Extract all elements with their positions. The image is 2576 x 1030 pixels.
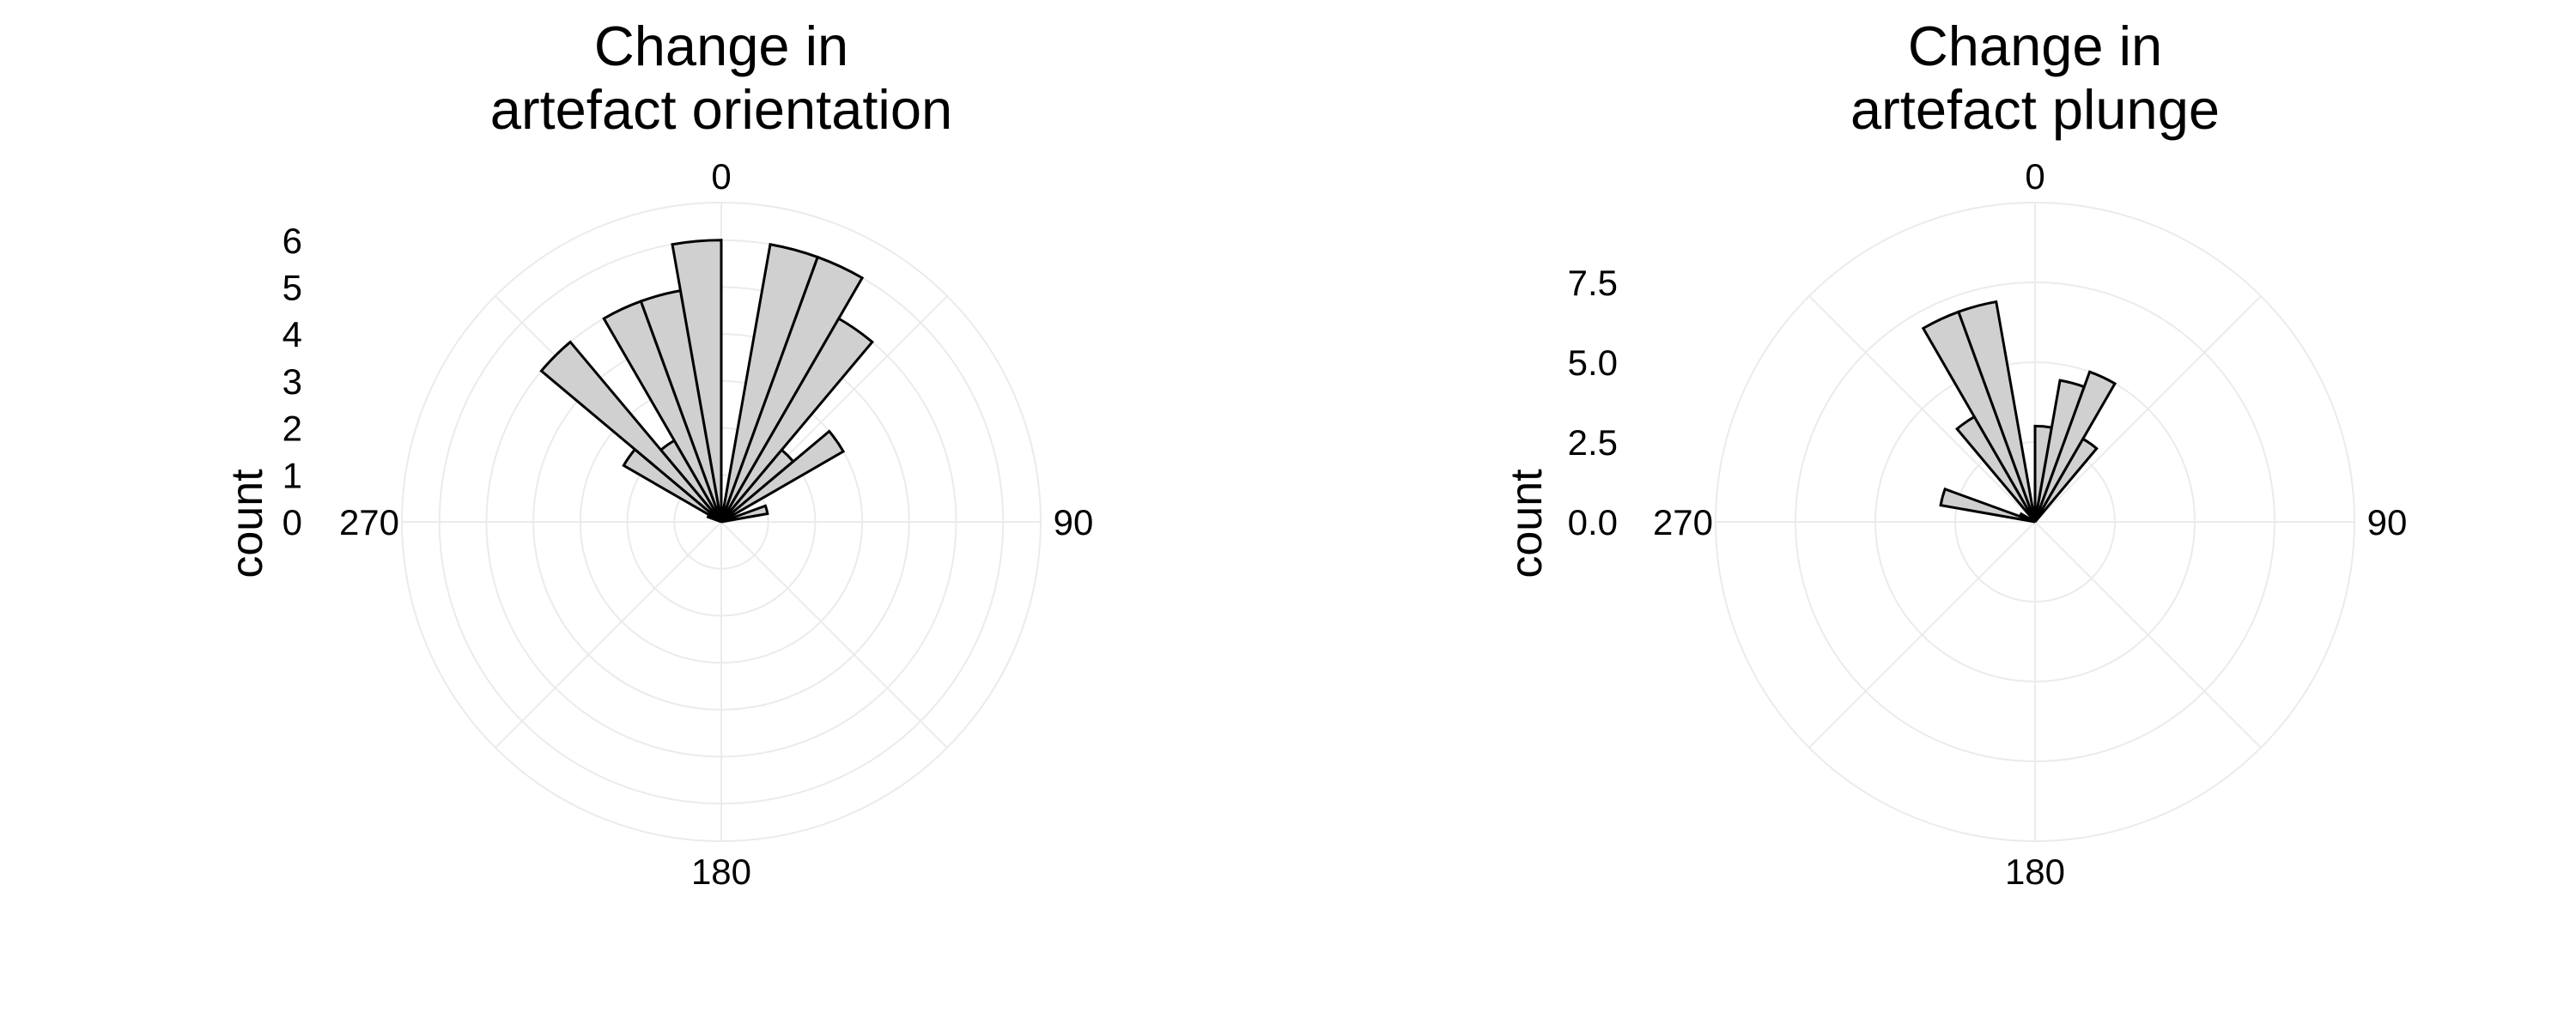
angle-labels: 0 90 180 270: [1653, 156, 2407, 892]
rose-bar: [539, 340, 723, 524]
radial-tick-label: 2: [283, 409, 302, 449]
orientation-rose-chart: Change in artefact orientation 0 90 180 270…: [222, 15, 1093, 892]
angle-labels: 0 90 180 270: [339, 156, 1093, 892]
angle-tick-label: 90: [2367, 502, 2408, 542]
rose-bar: [2033, 437, 2099, 523]
radial-tick-labels: 0.0 2.5 5.0 7.5: [1568, 263, 1618, 542]
plunge-rose-chart: Change in artefact plunge 0 90 180 270 0.0 2…: [1502, 15, 2407, 892]
rose-bar: [1957, 300, 2037, 523]
radial-tick-label: 1: [283, 455, 302, 495]
rose-bars: [1921, 300, 2117, 524]
grid-spoke: [1808, 295, 2036, 523]
rose-bar: [2033, 370, 2117, 523]
rose-bar: [720, 255, 865, 523]
grid-spoke: [720, 521, 948, 748]
radial-tick-label: 0: [283, 502, 302, 542]
rose-bar: [1939, 487, 2036, 524]
angle-tick-label: 0: [2025, 156, 2044, 197]
angle-tick-label: 0: [711, 156, 731, 197]
radial-tick-labels: 0 1 2 3 4 5 6: [283, 221, 302, 542]
grid-spoke: [495, 521, 722, 748]
radial-tick-label: 5: [283, 267, 302, 307]
grid-spoke: [2034, 295, 2262, 523]
y-axis-title: count: [1502, 469, 1552, 579]
angle-tick-label: 90: [1054, 502, 1094, 542]
radial-tick-label: 6: [283, 221, 302, 261]
angle-tick-label: 270: [1653, 502, 1713, 542]
grid-spoke: [2034, 521, 2262, 748]
rose-bar: [720, 317, 874, 523]
radial-tick-label: 3: [283, 361, 302, 402]
radial-tick-label: 4: [283, 314, 302, 354]
grid-spoke: [1808, 521, 2036, 748]
radial-tick-label: 0.0: [1568, 502, 1618, 542]
radial-tick-label: 5.0: [1568, 342, 1618, 383]
angle-tick-label: 270: [339, 502, 399, 542]
polar-grid: [1715, 202, 2355, 842]
angle-tick-label: 180: [2005, 851, 2065, 892]
rose-bar: [720, 504, 769, 524]
chart-title-line-2: artefact plunge: [1850, 78, 2220, 141]
chart-title-line-1: Change in: [594, 15, 848, 77]
radial-tick-label: 2.5: [1568, 422, 1618, 463]
rose-bar: [2018, 512, 2036, 524]
angle-tick-label: 180: [691, 851, 751, 892]
rose-bars: [539, 239, 874, 524]
chart-title-line-2: artefact orientation: [490, 78, 952, 141]
y-axis-title: count: [222, 469, 272, 579]
rose-bar: [720, 429, 846, 524]
radial-tick-label: 7.5: [1568, 263, 1618, 303]
rose-bar: [671, 239, 723, 523]
chart-title-line-1: Change in: [1908, 15, 2162, 77]
